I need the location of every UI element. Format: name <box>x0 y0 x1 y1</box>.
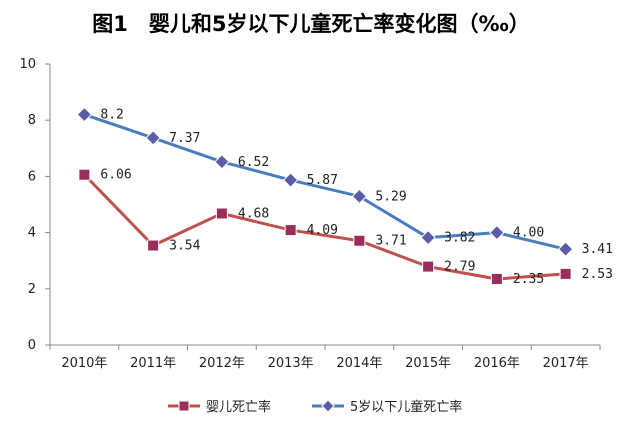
data-point-2 <box>351 188 368 205</box>
data-point-2 <box>557 241 574 257</box>
y-tick-label: 6 <box>28 169 36 184</box>
x-tick-label: 2016年 <box>474 356 520 371</box>
x-tick-label: 2017年 <box>543 356 589 371</box>
data-label-2: 3.82 <box>444 231 475 246</box>
legend-marker-2 <box>321 399 335 413</box>
data-label-2: 5.29 <box>375 189 406 204</box>
data-label-2: 3.41 <box>582 242 613 257</box>
data-labels: 6.06 3.54 4.68 4.09 3.71 2.79 2.35 2.53 8.2 7.37 6… <box>100 108 613 287</box>
data-label-2: 7.37 <box>169 131 200 146</box>
data-label-1: 4.09 <box>307 223 338 238</box>
legend-label-2: 5岁以下儿童死亡率 <box>350 399 462 415</box>
data-point-1 <box>284 224 297 237</box>
x-tick-label: 2012年 <box>199 356 245 371</box>
data-label-1: 3.54 <box>169 239 200 254</box>
data-point-2 <box>145 130 161 146</box>
data-label-1: 2.79 <box>444 260 475 275</box>
data-point-1 <box>490 272 503 285</box>
data-label-1: 3.71 <box>375 234 406 249</box>
data-point-1 <box>215 207 228 220</box>
data-point-2 <box>420 229 436 246</box>
data-label-2: 4.00 <box>513 226 544 241</box>
data-point-1 <box>559 267 572 280</box>
legend-label-1: 婴儿死亡率 <box>206 399 271 415</box>
data-point-2 <box>282 172 299 188</box>
data-label-2: 6.52 <box>238 155 269 170</box>
data-point-1 <box>78 168 91 181</box>
x-tick-label: 2014年 <box>336 356 382 371</box>
x-tick-label: 2015年 <box>405 356 451 371</box>
data-label-1: 6.06 <box>100 168 131 183</box>
data-point-1 <box>422 260 435 273</box>
data-point-2 <box>76 106 93 123</box>
y-tick-label: 8 <box>28 113 36 128</box>
y-tick-label: 0 <box>28 338 36 353</box>
legend: 婴儿死亡率 5岁以下儿童死亡率 <box>168 399 462 415</box>
data-point-2 <box>489 224 505 241</box>
data-label-1: 2.35 <box>513 272 544 287</box>
data-point-1 <box>147 239 160 252</box>
data-point-1 <box>353 234 366 247</box>
series-line-1 <box>83 173 566 281</box>
data-label-2: 8.2 <box>100 108 123 123</box>
chart-title: 图1 婴儿和5岁以下儿童死亡率变化图（‰） <box>92 12 530 36</box>
y-tick-label: 10 <box>19 57 36 72</box>
x-tick-label: 2010年 <box>61 356 107 371</box>
data-label-1: 2.53 <box>582 267 613 282</box>
y-tick-label: 4 <box>28 226 36 241</box>
x-tick-label: 2011年 <box>130 356 176 371</box>
series-layer <box>76 106 574 285</box>
data-label-1: 4.68 <box>238 206 269 221</box>
data-label-2: 5.87 <box>307 173 338 188</box>
axes: 0 2 4 6 8 10 2010年 2011年 2012年 2013年 2014年 2015年 201… <box>19 57 601 371</box>
legend-marker-1 <box>178 400 190 412</box>
series-line-2 <box>83 113 566 251</box>
y-tick-label: 2 <box>28 282 36 297</box>
data-point-2 <box>214 154 230 170</box>
x-tick-label: 2013年 <box>268 356 314 371</box>
